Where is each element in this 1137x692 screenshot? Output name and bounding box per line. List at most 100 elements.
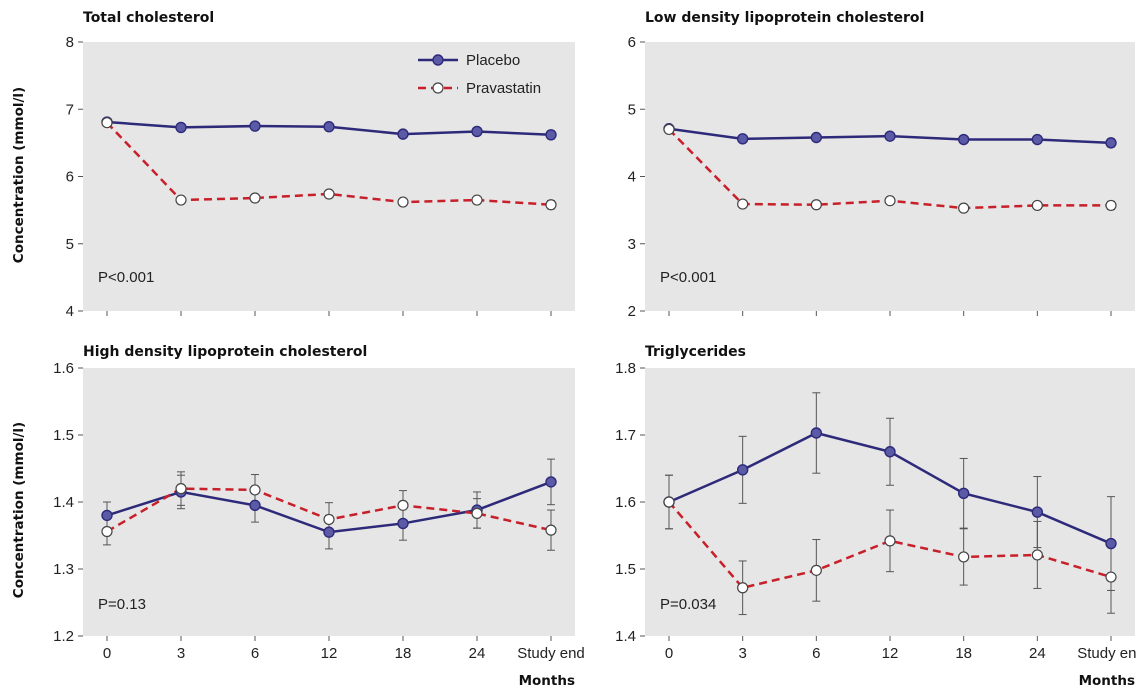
legend-pravastatin-marker [432, 82, 444, 94]
y-tick-label: 1.6 [53, 360, 74, 377]
placebo-data-point [736, 464, 749, 476]
x-tick-label: 0 [665, 645, 673, 662]
y-tick-label: 5 [628, 101, 636, 118]
pravastatin-data-point [737, 198, 749, 210]
placebo-data-point [1105, 137, 1117, 149]
plot-area: 1.2 1.3 1.4 1.5 1.6 0 3 6 12 18 24 Study end [53, 360, 585, 662]
x-tick-label: 24 [469, 645, 486, 662]
placebo-data-point [884, 446, 896, 458]
pravastatin-data-point [471, 507, 483, 519]
placebo-data-point [471, 125, 483, 138]
placebo-data-point [323, 121, 335, 133]
p-value-annotation: P=0.034 [660, 596, 716, 613]
x-axis-label: Months [519, 673, 575, 689]
legend-pravastatin-label: Pravastatin [466, 80, 541, 97]
y-tick-label: 5 [66, 236, 74, 253]
y-tick-label: 1.5 [53, 427, 74, 444]
y-tick-label: 1.3 [53, 561, 74, 578]
p-value-annotation: P<0.001 [98, 269, 154, 286]
y-axis-label: Concentration (mmol/l) [11, 422, 27, 598]
placebo-data-point [397, 128, 409, 140]
panel-title: Triglycerides [645, 344, 746, 360]
pravastatin-data-point [397, 196, 409, 208]
placebo-data-point [810, 427, 823, 439]
placebo-data-point [736, 133, 749, 145]
x-tick-label: 6 [251, 645, 259, 662]
plot-background [83, 42, 575, 311]
pravastatin-data-point [884, 535, 896, 547]
p-value-annotation: P=0.13 [98, 596, 146, 613]
x-tick-label: 0 [103, 645, 111, 662]
plot-background [83, 368, 575, 636]
pravastatin-data-point [1031, 199, 1043, 212]
y-tick-label: 1.4 [615, 628, 636, 645]
x-tick-label: 18 [955, 645, 972, 662]
pravastatin-data-point [1105, 199, 1117, 212]
plot-background [645, 368, 1135, 636]
x-tick-label: Study end [1077, 645, 1137, 662]
y-axis-label: Concentration (mmol/l) [11, 87, 27, 263]
y-tick-label: 1.8 [615, 360, 636, 377]
pravastatin-data-point [1031, 549, 1043, 561]
pravastatin-data-point [175, 483, 187, 495]
y-tick-label: 4 [66, 303, 74, 320]
panel-ldl-cholesterol: Low density lipoprotein cholesterol 2 3 4 5… [628, 10, 1135, 320]
y-tick-label: 8 [66, 34, 74, 51]
pravastatin-data-point [323, 188, 335, 200]
legend-placebo-label: Placebo [466, 52, 520, 69]
pravastatin-data-point [958, 551, 970, 563]
plot-background [645, 42, 1135, 311]
y-tick-label: 1.5 [615, 561, 636, 578]
pravastatin-data-point [884, 195, 896, 207]
panel-title: Low density lipoprotein cholesterol [645, 10, 924, 26]
x-tick-label: 3 [177, 645, 185, 662]
x-tick-label: 24 [1029, 645, 1046, 662]
pravastatin-data-point [175, 194, 187, 206]
placebo-data-point [397, 517, 409, 530]
pravastatin-data-point [397, 499, 409, 511]
plot-area: 4 5 6 7 8 [66, 34, 575, 320]
placebo-data-point [249, 499, 261, 512]
placebo-data-point [1031, 506, 1044, 518]
placebo-data-point [249, 120, 261, 132]
x-tick-label: 6 [812, 645, 820, 662]
pravastatin-data-point [471, 194, 483, 206]
y-tick-label: 1.4 [53, 494, 74, 511]
panel-title: Total cholesterol [83, 10, 214, 26]
pravastatin-data-point [101, 117, 113, 129]
pravastatin-data-point [323, 513, 335, 526]
plot-area: 2 3 4 5 6 [628, 34, 1135, 320]
p-value-annotation: P<0.001 [660, 269, 716, 286]
legend: Placebo Pravastatin [418, 52, 541, 97]
y-tick-label: 6 [66, 169, 74, 186]
pravastatin-data-point [249, 192, 261, 204]
placebo-data-point [957, 133, 970, 146]
pravastatin-data-point [958, 202, 970, 214]
placebo-data-point [810, 131, 823, 144]
placebo-data-point [957, 487, 970, 499]
y-tick-label: 1.6 [615, 494, 636, 511]
pravastatin-data-point [663, 123, 675, 136]
placebo-data-point [101, 509, 113, 522]
pravastatin-data-point [545, 199, 557, 211]
plot-area: 1.4 1.5 1.6 1.7 1.8 0 3 6 12 18 24 Study end [615, 360, 1137, 662]
placebo-data-point [884, 130, 896, 142]
y-tick-label: 1.2 [53, 628, 74, 645]
pravastatin-data-point [810, 199, 822, 211]
y-tick-label: 7 [66, 101, 74, 118]
x-tick-label: 12 [882, 645, 899, 662]
x-tick-label: 18 [395, 645, 412, 662]
legend-placebo-marker [432, 54, 444, 66]
placebo-data-point [1105, 537, 1117, 550]
panel-triglycerides: Triglycerides 1.4 1.5 1.6 1.7 1.8 0 3 6 12 18 24 St… [615, 344, 1137, 689]
placebo-data-point [545, 476, 557, 488]
y-tick-label: 6 [628, 34, 636, 51]
y-tick-label: 1.7 [615, 427, 636, 444]
panel-hdl-cholesterol: High density lipoprotein cholesterol Con… [11, 344, 585, 689]
x-tick-label: Study end [517, 645, 585, 662]
placebo-data-point [323, 526, 335, 538]
pravastatin-data-point [101, 525, 113, 538]
panel-title: High density lipoprotein cholesterol [83, 344, 367, 360]
x-tick-label: 12 [321, 645, 338, 662]
